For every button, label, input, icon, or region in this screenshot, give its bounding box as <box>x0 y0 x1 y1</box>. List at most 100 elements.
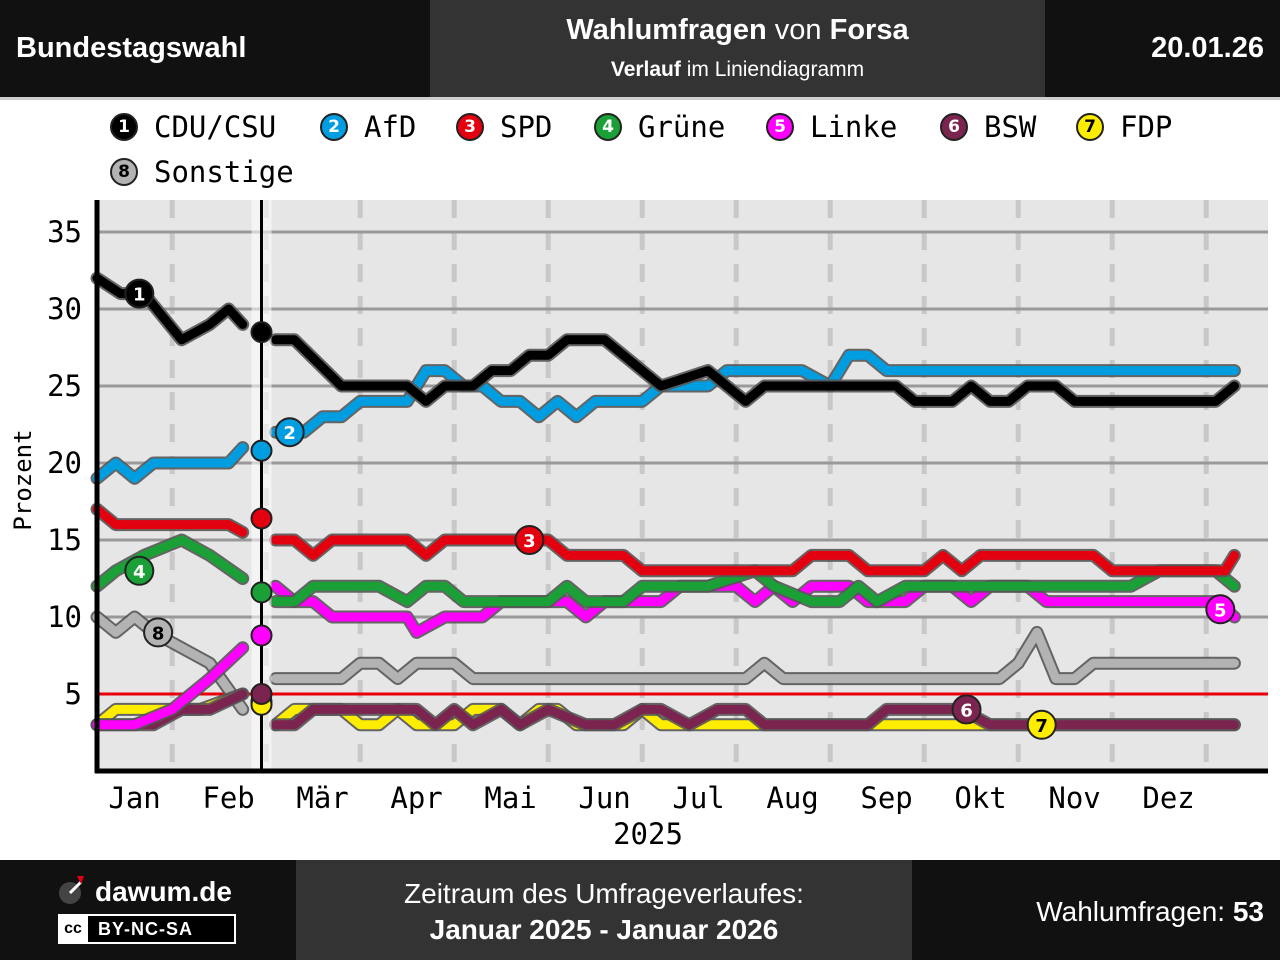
poll-count: Wahlumfragen: 53 <box>1036 896 1264 928</box>
plot-area <box>97 200 1268 771</box>
legend-item-sonstige[interactable]: 8 Sonstige <box>110 154 294 190</box>
site-name[interactable]: dawum.de <box>95 876 232 907</box>
header-bar: Bundestagswahl Wahlumfragen von Forsa Ve… <box>0 0 1280 97</box>
series-badge-bsw <box>951 694 982 725</box>
poll-count-label: Wahlumfragen: <box>1036 896 1226 927</box>
legend-badge: 5 <box>766 113 794 141</box>
series-line-spd-post <box>271 535 1239 576</box>
series-line-cdu-csu-post <box>271 335 1239 406</box>
dawum-logo-icon <box>59 876 84 904</box>
heading-institute: Forsa <box>829 14 909 46</box>
legend: 1 CDU/CSU 2 AfD 3 SPD 4 Grüne 5 Linke 6 BSW 7 FDP 8 Son… <box>0 100 1280 200</box>
legend-badge: 2 <box>320 113 348 141</box>
y-tick-label: 25 <box>47 369 82 403</box>
header-left: Bundestagswahl <box>0 0 430 97</box>
series-badge-number-cdu-csu: 1 <box>133 285 146 306</box>
legend-label: SPD <box>500 110 553 144</box>
x-tick-label: Jul <box>672 781 724 815</box>
y-tick-label: 15 <box>47 523 82 557</box>
legend-item-linke[interactable]: 5 Linke <box>766 109 897 145</box>
election-result-gr-ne <box>250 581 273 604</box>
series-badge-number-afd: 2 <box>283 423 296 444</box>
date-label: 20.01.26 <box>1151 32 1264 64</box>
legend-item-gr-ne[interactable]: 4 Grüne <box>594 109 725 145</box>
legend-item-cdu-csu[interactable]: 1 CDU/CSU <box>110 109 276 145</box>
y-tick-label: 5 <box>65 677 82 711</box>
election-result-afd <box>250 439 273 462</box>
legend-badge: 1 <box>110 113 138 141</box>
legend-label: Linke <box>810 110 898 144</box>
chart-heading: Wahlumfragen von Forsa <box>430 14 1045 47</box>
y-tick-label: 20 <box>47 446 82 480</box>
series-badge-cdu-csu <box>124 278 155 309</box>
period-value: Januar 2025 - Januar 2026 <box>429 914 779 945</box>
legend-badge: 4 <box>594 113 622 141</box>
series-badge-sonstige <box>143 617 174 648</box>
cc-icon: cc <box>58 914 88 944</box>
legend-label: Grüne <box>638 110 726 144</box>
series-line-afd-post <box>271 350 1239 437</box>
legend-item-fdp[interactable]: 7 FDP <box>1076 109 1172 145</box>
series-line-bsw-post <box>271 704 1239 730</box>
header-right: 20.01.26 <box>1045 0 1280 97</box>
poll-count-value: 53 <box>1232 896 1264 927</box>
heading-wahlumfragen: Wahlumfragen <box>566 14 767 46</box>
legend-badge: 7 <box>1076 113 1104 141</box>
y-tick-label: 35 <box>47 215 82 249</box>
x-tick-label: Mai <box>484 781 536 815</box>
x-tick-label: Nov <box>1048 781 1100 815</box>
series-badge-number-bsw: 6 <box>960 700 973 721</box>
x-tick-label: Feb <box>202 781 254 815</box>
x-tick-label: Jun <box>578 781 630 815</box>
legend-item-afd[interactable]: 2 AfD <box>320 109 416 145</box>
header-center: Wahlumfragen von Forsa Verlauf im Linien… <box>430 0 1045 97</box>
y-axis-label: Prozent <box>9 429 37 530</box>
x-tick-label: Mär <box>296 781 348 815</box>
y-tick-label: 10 <box>47 600 82 634</box>
legend-label: Sonstige <box>154 155 294 189</box>
legend-label: FDP <box>1120 110 1173 144</box>
legend-badge: 6 <box>940 113 968 141</box>
series-badge-number-sonstige: 8 <box>152 623 165 644</box>
footer-right: Wahlumfragen: 53 <box>912 860 1280 960</box>
series-line-spd-pre <box>92 504 248 537</box>
x-tick-label: Sep <box>860 781 912 815</box>
legend-label: BSW <box>984 110 1037 144</box>
x-tick-label: Aug <box>766 781 818 815</box>
license-badge[interactable]: cc BY-NC-SA <box>58 914 236 944</box>
series-badge-number-linke: 5 <box>1214 600 1227 621</box>
series-badge-number-fdp: 7 <box>1035 716 1048 737</box>
footer-bar: dawum.de cc BY-NC-SA Zeitraum des Umfrag… <box>0 860 1280 960</box>
y-tick-label: 30 <box>47 292 82 326</box>
series-badge-fdp <box>1026 709 1057 740</box>
series-badge-afd <box>274 417 305 448</box>
series-line-gr-ne-pre <box>92 535 248 591</box>
series-badge-number-spd: 3 <box>523 531 536 552</box>
legend-item-bsw[interactable]: 6 BSW <box>940 109 1036 145</box>
legend-label: AfD <box>364 110 417 144</box>
election-result-cdu-csu <box>250 321 273 344</box>
legend-label: CDU/CSU <box>154 110 277 144</box>
series-line-sonstige-post <box>271 627 1239 684</box>
x-axis-label: 2025 <box>613 817 683 851</box>
x-tick-label: Jan <box>108 781 160 815</box>
legend-item-spd[interactable]: 3 SPD <box>456 109 552 145</box>
election-result-bsw <box>250 683 273 705</box>
legend-badge: 8 <box>110 158 138 186</box>
election-title: Bundestagswahl <box>16 32 247 64</box>
x-tick-label: Apr <box>390 781 442 815</box>
series-badge-linke <box>1205 594 1236 625</box>
footer-left: dawum.de cc BY-NC-SA <box>0 860 296 960</box>
series-line-afd-pre <box>92 443 248 483</box>
series-badge-spd <box>514 525 545 555</box>
subheading-verlauf: Verlauf <box>610 58 681 81</box>
footer-center: Zeitraum des Umfrageverlaufes: Januar 20… <box>296 860 912 960</box>
license-text: BY-NC-SA <box>98 918 194 939</box>
legend-badge: 3 <box>456 113 484 141</box>
series-line-cdu-csu-pre <box>92 273 248 345</box>
period-label: Zeitraum des Umfrageverlaufes: <box>404 878 804 909</box>
series-lines <box>90 271 1241 732</box>
series-line-linke-pre <box>92 643 248 730</box>
x-tick-label: Dez <box>1142 781 1194 815</box>
